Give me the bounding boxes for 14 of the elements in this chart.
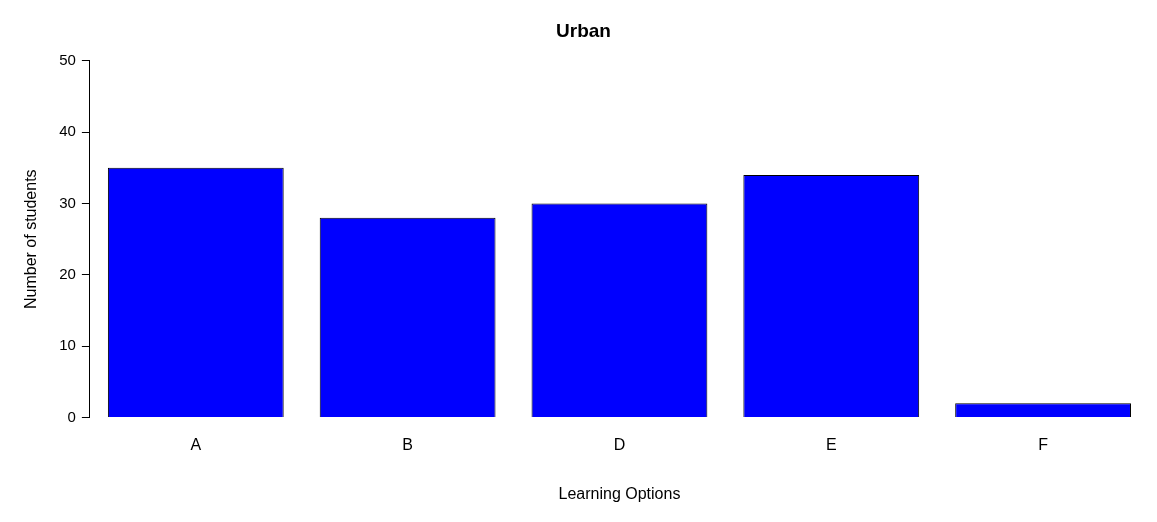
- x-axis-title: Learning Options: [558, 484, 681, 502]
- y-tick-label: 20: [59, 265, 76, 283]
- x-tick-label: D: [613, 435, 626, 453]
- y-tick-label: 0: [67, 407, 76, 425]
- y-tick-label: 30: [59, 193, 76, 211]
- chart-title: Urban: [556, 19, 611, 41]
- y-tick-label: 40: [59, 122, 76, 140]
- y-tick-label: 10: [59, 336, 76, 354]
- y-tick-label: 50: [59, 50, 76, 68]
- x-tick-label: B: [402, 435, 413, 453]
- x-tick-label: F: [1038, 435, 1049, 453]
- y-axis-title: Number of students: [22, 169, 40, 310]
- x-tick-label: A: [190, 435, 202, 453]
- x-tick-label: E: [825, 435, 837, 453]
